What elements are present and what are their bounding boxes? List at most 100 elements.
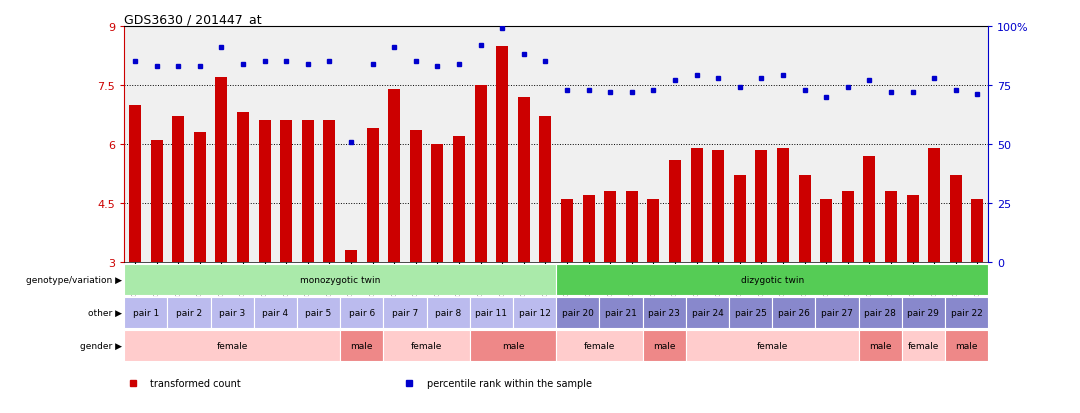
Bar: [124, 297, 167, 328]
Bar: [556, 264, 988, 295]
Bar: [254, 297, 297, 328]
Text: pair 8: pair 8: [435, 308, 461, 317]
Text: pair 24: pair 24: [691, 308, 724, 317]
Bar: [173, 117, 184, 262]
Bar: [756, 150, 767, 262]
Bar: [686, 330, 859, 361]
Text: transformed count: transformed count: [150, 378, 241, 388]
Text: GDS3630 / 201447_at: GDS3630 / 201447_at: [124, 13, 261, 26]
Bar: [130, 105, 140, 262]
Bar: [238, 113, 248, 262]
Bar: [124, 264, 556, 295]
Bar: [864, 156, 875, 262]
Text: genotype/variation ▶: genotype/variation ▶: [27, 275, 122, 284]
Bar: [383, 297, 427, 328]
Bar: [815, 297, 859, 328]
Text: pair 23: pair 23: [648, 308, 680, 317]
Bar: [366, 129, 378, 262]
Bar: [124, 330, 340, 361]
Bar: [194, 133, 205, 262]
Text: female: female: [410, 341, 443, 350]
Bar: [216, 78, 228, 262]
Text: dizygotic twin: dizygotic twin: [741, 275, 804, 284]
Bar: [497, 47, 509, 262]
Bar: [432, 145, 444, 262]
Text: pair 28: pair 28: [864, 308, 896, 317]
Text: female: female: [583, 341, 616, 350]
Bar: [513, 297, 556, 328]
Bar: [410, 131, 421, 262]
Bar: [583, 195, 595, 262]
Bar: [778, 148, 788, 262]
Text: pair 12: pair 12: [518, 308, 551, 317]
Bar: [907, 195, 918, 262]
Bar: [427, 297, 470, 328]
Bar: [324, 121, 336, 262]
Text: gender ▶: gender ▶: [81, 341, 122, 350]
Bar: [211, 297, 254, 328]
Bar: [626, 192, 638, 262]
Text: percentile rank within the sample: percentile rank within the sample: [427, 378, 592, 388]
Bar: [842, 192, 854, 262]
Bar: [670, 160, 681, 262]
Bar: [929, 148, 941, 262]
Text: pair 27: pair 27: [821, 308, 853, 317]
Bar: [475, 86, 486, 262]
Text: female: female: [216, 341, 248, 350]
Bar: [518, 97, 530, 262]
Bar: [772, 297, 815, 328]
Bar: [540, 117, 552, 262]
Bar: [556, 297, 599, 328]
Bar: [470, 297, 513, 328]
Text: pair 7: pair 7: [392, 308, 418, 317]
Text: pair 4: pair 4: [262, 308, 288, 317]
Bar: [972, 199, 983, 262]
Bar: [340, 297, 383, 328]
Bar: [643, 297, 686, 328]
Text: pair 2: pair 2: [176, 308, 202, 317]
Bar: [945, 330, 988, 361]
Text: pair 21: pair 21: [605, 308, 637, 317]
Bar: [340, 330, 383, 361]
Bar: [950, 176, 962, 262]
Text: pair 26: pair 26: [778, 308, 810, 317]
Bar: [389, 90, 400, 262]
Bar: [902, 330, 945, 361]
Bar: [686, 297, 729, 328]
Bar: [297, 297, 340, 328]
Bar: [151, 140, 162, 262]
Text: pair 6: pair 6: [349, 308, 375, 317]
Bar: [691, 148, 703, 262]
Bar: [821, 199, 833, 262]
Text: male: male: [956, 341, 977, 350]
Bar: [599, 297, 643, 328]
Bar: [454, 137, 464, 262]
Text: pair 11: pair 11: [475, 308, 508, 317]
Text: pair 5: pair 5: [306, 308, 332, 317]
Bar: [648, 199, 659, 262]
Bar: [302, 121, 314, 262]
Bar: [945, 297, 988, 328]
Bar: [886, 192, 897, 262]
Text: pair 3: pair 3: [219, 308, 245, 317]
Bar: [859, 330, 902, 361]
Text: female: female: [907, 341, 940, 350]
Text: male: male: [869, 341, 891, 350]
Bar: [713, 150, 725, 262]
Bar: [902, 297, 945, 328]
Bar: [259, 121, 270, 262]
Text: pair 25: pair 25: [734, 308, 767, 317]
Bar: [346, 250, 356, 262]
Text: pair 22: pair 22: [950, 308, 983, 317]
Text: male: male: [502, 341, 524, 350]
Text: monozygotic twin: monozygotic twin: [300, 275, 380, 284]
Bar: [729, 297, 772, 328]
Text: pair 20: pair 20: [562, 308, 594, 317]
Text: female: female: [756, 341, 788, 350]
Bar: [556, 330, 643, 361]
Bar: [859, 297, 902, 328]
Bar: [734, 176, 745, 262]
Text: male: male: [351, 341, 373, 350]
Bar: [562, 199, 573, 262]
Bar: [470, 330, 556, 361]
